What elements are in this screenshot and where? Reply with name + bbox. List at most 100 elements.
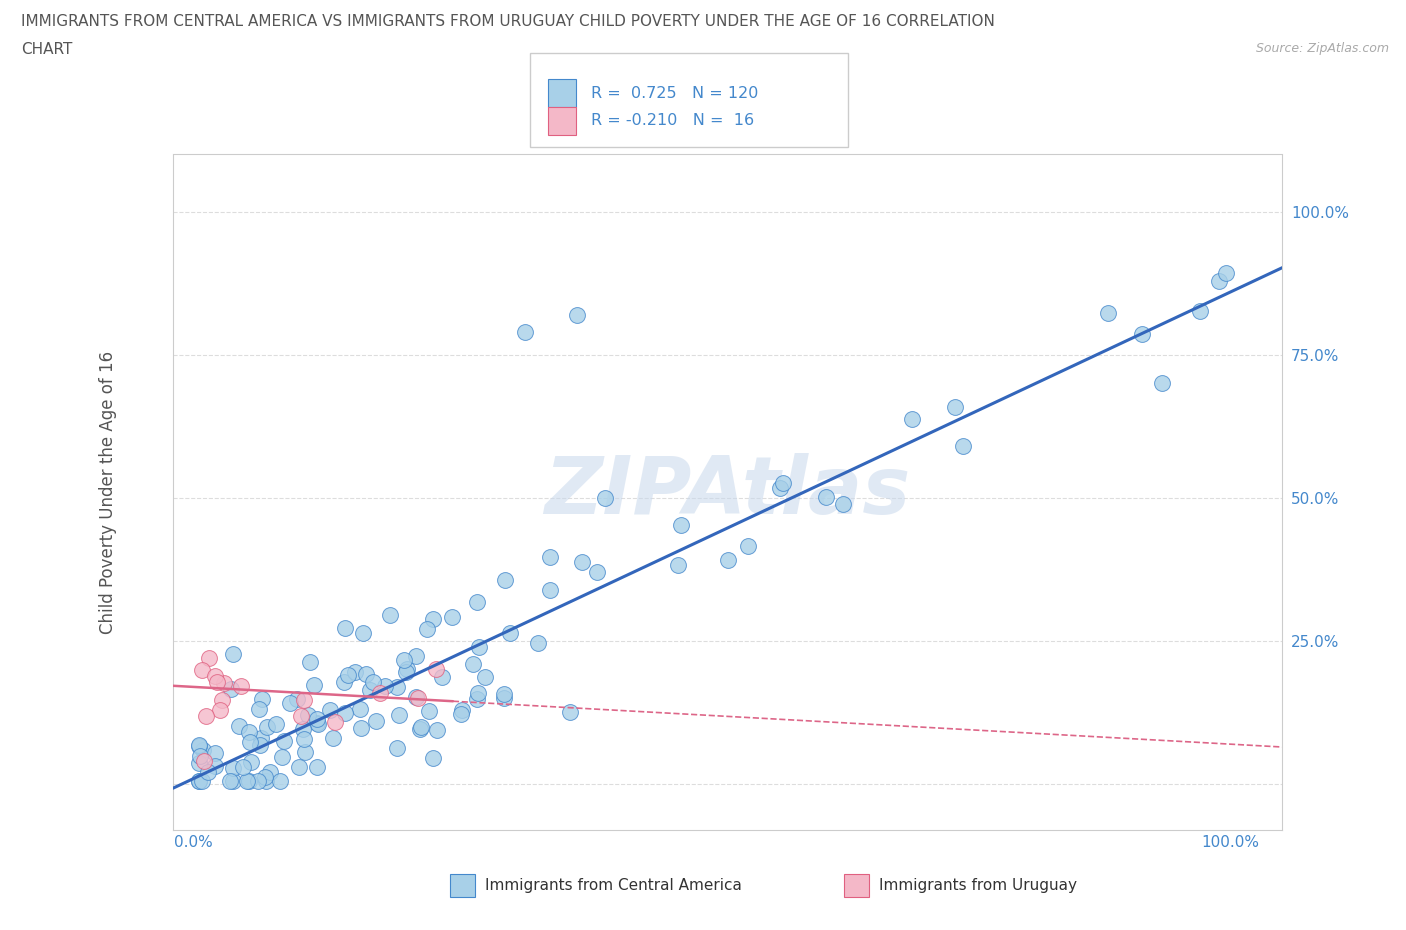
Point: [294, 745, 316, 760]
Point: [451, 703, 474, 718]
Point: [288, 760, 311, 775]
Point: [669, 517, 692, 532]
Point: [666, 558, 689, 573]
Text: R = -0.210   N =  16: R = -0.210 N = 16: [591, 113, 754, 128]
Point: [361, 675, 384, 690]
Point: [271, 749, 294, 764]
Point: [187, 774, 209, 789]
Point: [560, 705, 582, 720]
Point: [378, 607, 401, 622]
Point: [231, 679, 253, 694]
Point: [359, 683, 381, 698]
Point: [405, 648, 427, 663]
Point: [1215, 266, 1237, 281]
Point: [1097, 306, 1119, 321]
Point: [208, 702, 231, 717]
Point: [432, 670, 454, 684]
Point: [441, 609, 464, 624]
Y-axis label: Child Poverty Under the Age of 16: Child Poverty Under the Age of 16: [100, 351, 117, 634]
Point: [204, 746, 226, 761]
Point: [236, 774, 259, 789]
Point: [292, 693, 315, 708]
Point: [323, 714, 346, 729]
Point: [769, 481, 792, 496]
Point: [187, 738, 209, 753]
Point: [392, 653, 415, 668]
Point: [187, 737, 209, 752]
Point: [335, 705, 357, 720]
Point: [571, 555, 593, 570]
Point: [253, 769, 276, 784]
Point: [366, 713, 388, 728]
Point: [465, 595, 488, 610]
Point: [191, 774, 214, 789]
Point: [264, 716, 287, 731]
Point: [388, 708, 411, 723]
Point: [901, 411, 924, 426]
Point: [387, 680, 409, 695]
Point: [197, 765, 219, 780]
Point: [239, 754, 262, 769]
Point: [187, 756, 209, 771]
Point: [333, 675, 356, 690]
Point: [737, 538, 759, 553]
Point: [302, 678, 325, 693]
Point: [943, 400, 966, 415]
Text: Immigrants from Uruguay: Immigrants from Uruguay: [879, 878, 1077, 894]
Point: [238, 774, 260, 789]
Point: [352, 625, 374, 640]
Point: [218, 774, 240, 789]
Point: [461, 657, 484, 671]
Point: [1188, 303, 1211, 318]
Point: [193, 754, 215, 769]
Point: [350, 720, 373, 735]
Point: [212, 675, 235, 690]
Point: [468, 640, 491, 655]
Point: [299, 655, 322, 670]
Point: [416, 621, 439, 636]
Point: [492, 690, 515, 705]
Point: [285, 691, 308, 706]
Point: [395, 665, 418, 680]
Point: [499, 625, 522, 640]
Point: [307, 716, 329, 731]
Point: [307, 715, 329, 730]
Point: [336, 667, 359, 682]
Point: [426, 723, 449, 737]
Point: [211, 692, 233, 707]
Point: [831, 496, 853, 511]
Point: [527, 636, 550, 651]
Point: [586, 565, 609, 579]
Point: [250, 731, 273, 746]
Point: [494, 572, 516, 587]
Point: [292, 732, 315, 747]
Text: Source: ZipAtlas.com: Source: ZipAtlas.com: [1256, 42, 1389, 55]
Point: [411, 720, 433, 735]
Point: [467, 685, 489, 700]
Point: [198, 651, 221, 666]
Point: [252, 692, 274, 707]
Point: [422, 612, 444, 627]
Point: [191, 662, 214, 677]
Point: [319, 702, 342, 717]
Point: [269, 774, 291, 789]
Point: [593, 491, 616, 506]
Point: [772, 475, 794, 490]
Point: [1130, 326, 1153, 341]
Point: [1150, 376, 1173, 391]
Point: [297, 708, 319, 723]
Point: [368, 685, 391, 700]
Point: [238, 724, 260, 739]
Point: [188, 749, 211, 764]
Point: [187, 774, 209, 789]
Point: [222, 647, 245, 662]
Point: [405, 689, 427, 704]
Point: [256, 720, 278, 735]
Point: [385, 740, 408, 755]
Point: [418, 703, 440, 718]
Point: [278, 696, 301, 711]
Point: [952, 439, 974, 454]
Point: [191, 743, 214, 758]
Point: [292, 722, 315, 737]
Point: [221, 682, 243, 697]
